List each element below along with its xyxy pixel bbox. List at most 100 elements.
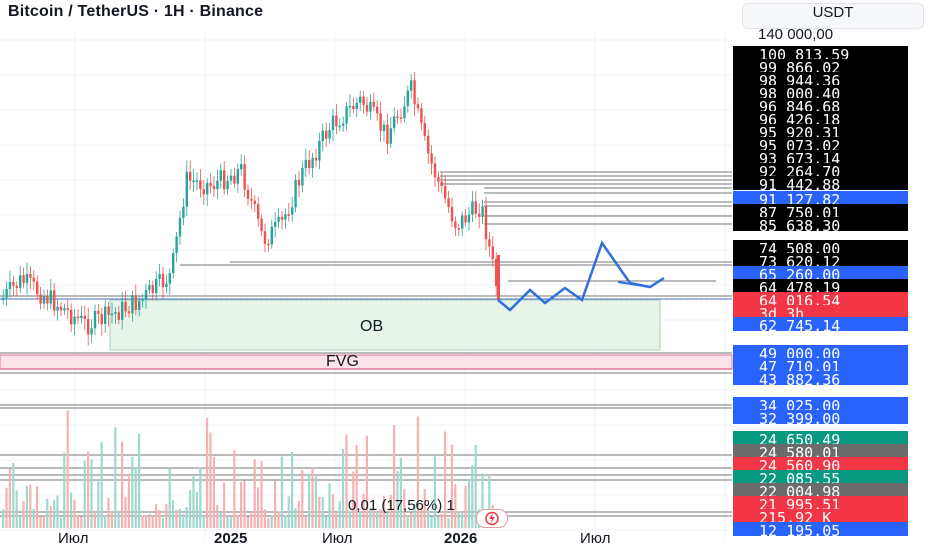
volume-bar [287, 496, 290, 528]
volume-bar [399, 457, 402, 528]
candle-body [233, 175, 236, 184]
candle-body [2, 297, 5, 300]
volume-bar [294, 508, 297, 528]
price-tag: 62 745,14 [733, 317, 908, 331]
candle-body [274, 221, 277, 227]
candle-body [406, 90, 409, 107]
volume-bar [308, 473, 311, 528]
volume-bar [403, 489, 406, 528]
candle-body [243, 164, 246, 190]
volume-bar [301, 469, 304, 528]
candle-body [219, 170, 222, 181]
price-tag: 22 085,55 [733, 470, 908, 484]
candle-body [399, 117, 403, 119]
candle-body [478, 213, 481, 217]
candle-body [325, 130, 328, 139]
volume-bar [481, 473, 484, 528]
flash-icon[interactable] [476, 509, 508, 528]
fvg-label: FVG [326, 353, 359, 370]
volume-bar [236, 514, 239, 528]
price-tag: 95 073,02 [733, 137, 908, 151]
volume-bar [56, 495, 59, 528]
candle-body [117, 312, 120, 320]
volume-bar [372, 508, 375, 528]
candle-body [206, 182, 209, 195]
volume-bar [274, 480, 277, 528]
candle-body [5, 288, 8, 298]
x-tick-label: Июл [322, 530, 353, 547]
candle-body [308, 159, 311, 169]
volume-bar [168, 468, 171, 528]
volume-bar [127, 473, 130, 528]
volume-bar [444, 431, 447, 528]
candle-body [263, 231, 267, 244]
candle-body [396, 116, 399, 118]
candle-body [110, 313, 114, 316]
candle-body [8, 281, 12, 289]
volume-bar [318, 496, 321, 528]
volume-bar [291, 452, 294, 528]
candle-body [474, 201, 477, 214]
volume-bar [219, 513, 222, 528]
volume-bar [97, 481, 100, 528]
volume-bar [8, 468, 11, 528]
volume-bar [76, 514, 79, 528]
candle-body [182, 206, 185, 218]
volume-bar [325, 516, 328, 528]
volume-bar [263, 509, 266, 528]
volume-bar [253, 459, 256, 528]
price-tag: 24 560,90 [733, 457, 908, 471]
volume-bar [406, 517, 409, 528]
volume-bar [454, 484, 457, 528]
volume-bar [189, 490, 192, 528]
candle-body [216, 180, 219, 190]
candle-body [301, 168, 304, 186]
volume-bar [427, 509, 430, 528]
candle-body [83, 315, 86, 319]
candle-body [195, 180, 199, 182]
volume-bar [29, 484, 32, 528]
candle-body [287, 214, 290, 216]
candle-body [427, 135, 430, 154]
volume-bar [104, 515, 107, 528]
price-tag: 87 750,01 [733, 204, 908, 218]
candle-body [260, 218, 263, 232]
x-tick-label: Июл [580, 530, 611, 547]
candle-body [59, 306, 63, 311]
volume-bar [338, 501, 341, 528]
volume-bar [420, 507, 423, 528]
candle-body [423, 122, 426, 136]
candle-body [209, 182, 212, 187]
candle-body [464, 215, 467, 223]
price-tag: 215,92 K [733, 509, 908, 523]
volume-bar [352, 471, 355, 528]
candle-body [338, 125, 341, 128]
candle-body [148, 285, 151, 291]
volume-bar [19, 516, 22, 528]
candle-body [165, 283, 168, 288]
currency-selector[interactable]: USDT [742, 3, 924, 29]
volume-bar [22, 501, 25, 528]
candle-body [76, 316, 80, 319]
volume-bar [151, 517, 154, 528]
candle-body [481, 206, 484, 217]
candle-body [352, 105, 355, 110]
volume-bar [202, 514, 205, 528]
price-tag: 95 920,31 [733, 124, 908, 138]
volume-bar [165, 504, 168, 528]
volume-bar [131, 457, 134, 528]
volume-bar [277, 511, 280, 528]
price-tag: 34 025,00 [733, 397, 908, 411]
volume-bar [117, 510, 120, 528]
candle-body [284, 214, 287, 220]
candle-body [127, 311, 131, 314]
volume-bar [182, 514, 185, 528]
volume-bar [175, 509, 178, 528]
price-tag: 93 673,14 [733, 150, 908, 164]
candle-body [70, 309, 73, 325]
candle-body [444, 186, 447, 199]
volume-bar [314, 476, 317, 528]
volume-bar [386, 512, 389, 528]
price-tag: 64 016,54 [733, 292, 908, 306]
